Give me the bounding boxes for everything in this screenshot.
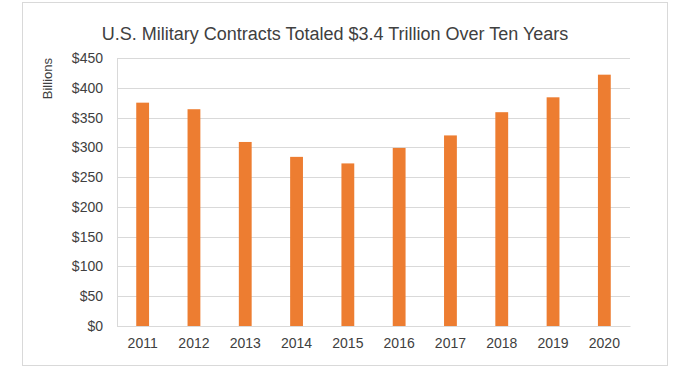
x-tick: 2016 [384, 326, 415, 351]
y-tick: $300 [72, 139, 117, 155]
y-tick-label: $50 [80, 288, 104, 304]
x-tick: 2020 [589, 326, 620, 351]
y-tick: $50 [80, 288, 117, 304]
x-tick: 2013 [230, 326, 261, 351]
x-tick: 2017 [435, 326, 466, 351]
x-tick-label: 2020 [589, 335, 620, 351]
y-tick-label: $150 [72, 229, 103, 245]
y-tick: $150 [72, 229, 117, 245]
x-tick: 2011 [128, 326, 158, 351]
grid [117, 59, 630, 327]
chart-frame [23, 3, 668, 366]
y-axis: $0 $50 $100 $150 $200 $250 $300 $350 $400 $450 [72, 50, 118, 334]
y-tick: $450 [72, 50, 117, 66]
y-tick: $200 [72, 199, 117, 215]
y-axis-line [117, 59, 118, 327]
bar [547, 97, 560, 326]
y-tick: $400 [72, 80, 117, 96]
bar [188, 109, 201, 326]
title: U.S. Military Contracts Totaled $3.4 Tri… [102, 24, 569, 44]
y-tick-label: $250 [72, 169, 103, 185]
bar [341, 163, 354, 326]
bar [290, 157, 303, 326]
bar [393, 148, 406, 326]
grid-line [117, 88, 630, 89]
y-tick: $350 [72, 110, 117, 126]
grid-line [117, 326, 630, 327]
y-tick-label: $350 [72, 110, 103, 126]
x-tick: 2019 [537, 326, 568, 351]
x-tick-label: 2019 [537, 335, 568, 351]
x-axis: 2011 2012 2013 2014 2015 2016 2017 2018 2019 2020 [118, 326, 631, 351]
bar [239, 142, 252, 326]
y-axis-title: Billions [40, 58, 55, 100]
x-tick: 2018 [486, 326, 517, 351]
bar [136, 103, 149, 326]
x-tick: 2012 [178, 326, 209, 351]
y-tick-label: $200 [72, 199, 103, 215]
y-tick-label: $400 [72, 80, 103, 96]
x-tick-label: 2011 [128, 335, 158, 351]
x-tick-label: 2017 [435, 335, 466, 351]
chart: $0 $50 $100 $150 $200 $250 $300 $350 $400 $450 201… [0, 0, 680, 382]
x-tick-label: 2013 [230, 335, 261, 351]
grid-line [117, 58, 630, 59]
x-tick-label: 2015 [332, 335, 363, 351]
x-tick-label: 2012 [178, 335, 209, 351]
y-tick: $250 [72, 169, 117, 185]
bar [495, 112, 508, 326]
x-tick: 2014 [281, 326, 312, 351]
x-tick-label: 2016 [384, 335, 415, 351]
y-tick-label: $100 [72, 258, 103, 274]
y-tick-label: $0 [87, 318, 103, 334]
y-tick-label: $300 [72, 139, 103, 155]
y-tick: $0 [87, 318, 117, 334]
y-tick: $100 [72, 258, 117, 274]
bar [598, 75, 611, 326]
x-tick: 2015 [332, 326, 363, 351]
bars [136, 75, 611, 326]
x-tick-label: 2014 [281, 335, 312, 351]
y-tick-label: $450 [72, 50, 103, 66]
x-tick-label: 2018 [486, 335, 517, 351]
bar [444, 135, 457, 326]
x-axis-line [118, 326, 631, 327]
